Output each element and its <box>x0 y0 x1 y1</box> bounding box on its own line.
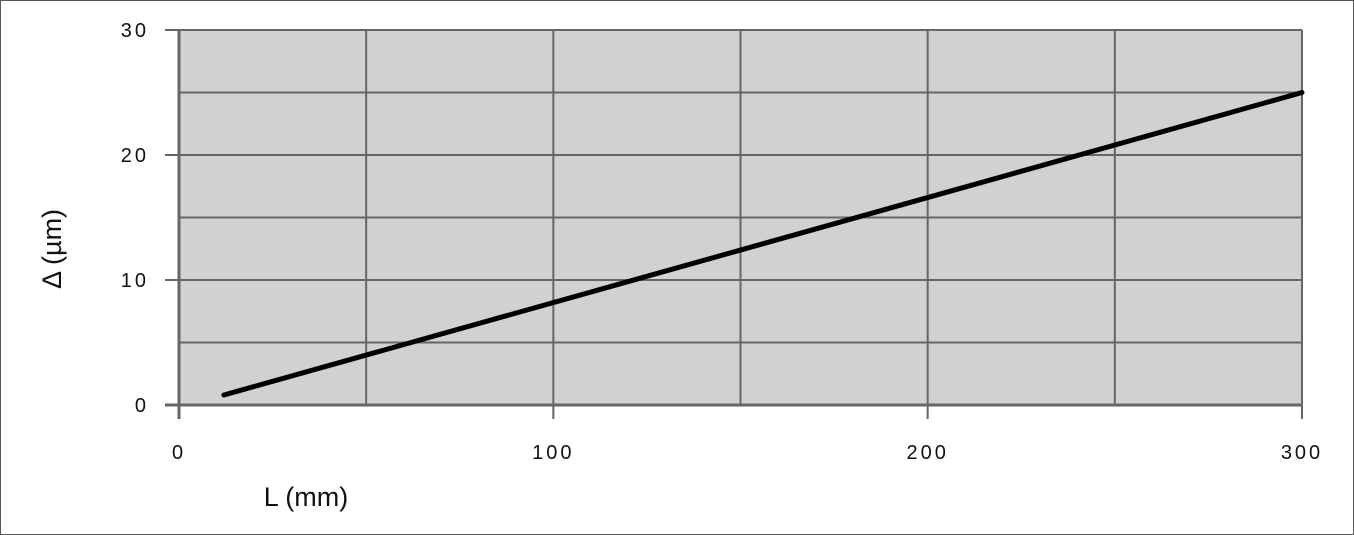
y-axis-label: Δ (µm) <box>37 209 67 289</box>
x-tick-label: 200 <box>906 442 948 464</box>
y-tick-label: 20 <box>121 145 149 167</box>
x-tick-label: 0 <box>172 442 186 464</box>
y-tick-label: 10 <box>121 270 149 292</box>
x-axis-label: L (mm) <box>264 482 348 512</box>
x-tick-label: 100 <box>532 442 574 464</box>
data-line <box>221 90 1305 398</box>
y-tick-label: 0 <box>135 395 149 417</box>
y-tick-label: 30 <box>121 20 149 42</box>
x-tick-label: 300 <box>1281 442 1323 464</box>
